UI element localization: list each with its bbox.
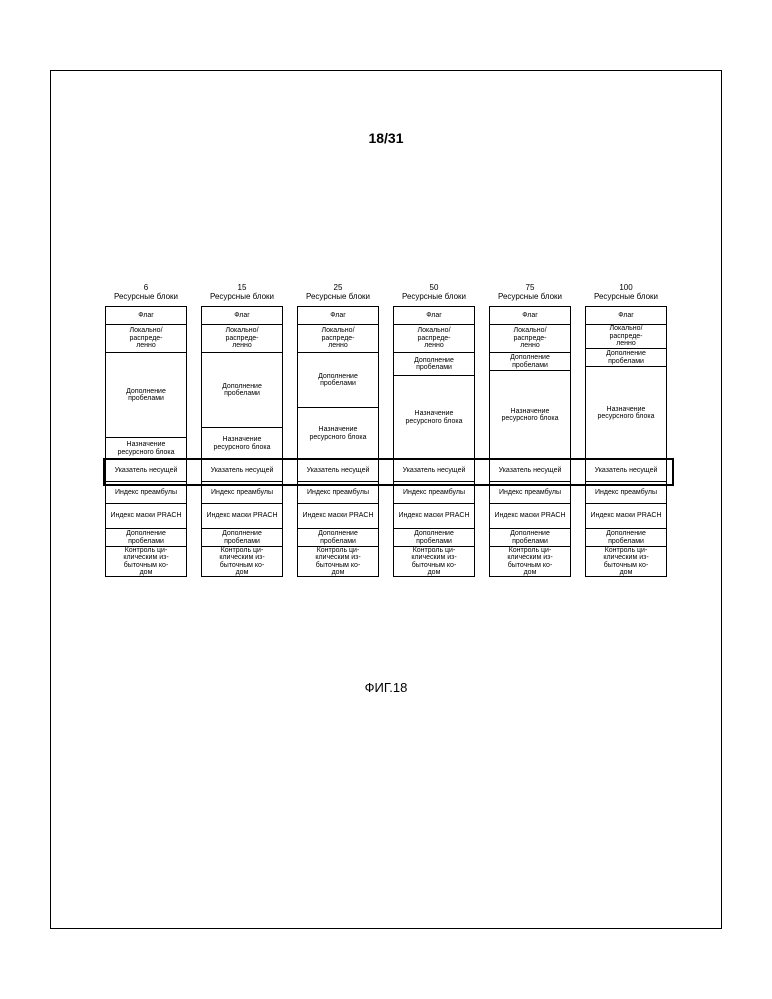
- header-text: Ресурсные блоки: [210, 293, 274, 302]
- cell-flag: Флаг: [490, 306, 570, 324]
- cell-padding2: Дополнение пробелами: [394, 528, 474, 546]
- cell-prach: Индекс маски PRACH: [298, 503, 378, 528]
- field-stack: ФлагЛокально/распреде-ленноДополнение пр…: [297, 306, 379, 577]
- cell-padding: Дополнение пробелами: [490, 352, 570, 370]
- cell-preamble: Индекс преамбулы: [298, 481, 378, 503]
- cell-rb_assign: Назначение ресурсного блока: [586, 366, 666, 459]
- header-text: Ресурсные блоки: [402, 293, 466, 302]
- cell-carrier: Указатель несущей: [202, 459, 282, 481]
- cell-local: Локально/распреде-ленно: [106, 324, 186, 352]
- cell-rb_assign: Назначение ресурсного блока: [490, 370, 570, 459]
- header-text: Ресурсные блоки: [594, 293, 658, 302]
- cell-preamble: Индекс преамбулы: [106, 481, 186, 503]
- field-stack: ФлагЛокально/распреде-ленноДополнение пр…: [393, 306, 475, 577]
- cell-preamble: Индекс преамбулы: [490, 481, 570, 503]
- column-header: 50Ресурсные блоки: [402, 280, 466, 302]
- cell-flag: Флаг: [106, 306, 186, 324]
- cell-padding: Дополнение пробелами: [106, 352, 186, 437]
- cell-padding2: Дополнение пробелами: [586, 528, 666, 546]
- cell-crc: Контроль ци-клическим из-быточным ко-дом: [394, 546, 474, 576]
- column-25: 25Ресурсные блоки ФлагЛокально/распреде-л…: [297, 280, 379, 577]
- cell-rb_assign: Назначение ресурсного блока: [394, 375, 474, 459]
- cell-local: Локально/распреде-ленно: [490, 324, 570, 352]
- cell-preamble: Индекс преамбулы: [394, 481, 474, 503]
- column-100: 100Ресурсные блоки ФлагЛокально/распреде-…: [585, 280, 667, 577]
- cell-crc: Контроль ци-клическим из-быточным ко-дом: [586, 546, 666, 576]
- cell-rb_assign: Назначение ресурсного блока: [202, 427, 282, 459]
- cell-rb_assign: Назначение ресурсного блока: [298, 407, 378, 459]
- column-6: 6Ресурсные блоки ФлагЛокально/распреде-ле…: [105, 280, 187, 577]
- cell-crc: Контроль ци-клическим из-быточным ко-дом: [298, 546, 378, 576]
- cell-carrier: Указатель несущей: [586, 459, 666, 481]
- cell-padding: Дополнение пробелами: [586, 348, 666, 366]
- cell-carrier: Указатель несущей: [490, 459, 570, 481]
- field-stack: ФлагЛокально/распреде-ленноДополнение пр…: [585, 306, 667, 577]
- cell-padding: Дополнение пробелами: [202, 352, 282, 427]
- cell-padding: Дополнение пробелами: [298, 352, 378, 407]
- cell-local: Локально/распреде-ленно: [586, 324, 666, 348]
- header-text: Ресурсные блоки: [306, 293, 370, 302]
- field-stack: ФлагЛокально/распреде-ленноДополнение пр…: [489, 306, 571, 577]
- field-stack: ФлагЛокально/распреде-ленноДополнение пр…: [201, 306, 283, 577]
- cell-flag: Флаг: [298, 306, 378, 324]
- cell-carrier: Указатель несущей: [394, 459, 474, 481]
- field-stack: ФлагЛокально/распреде-ленноДополнение пр…: [105, 306, 187, 577]
- cell-local: Локально/распреде-ленно: [202, 324, 282, 352]
- cell-prach: Индекс маски PRACH: [490, 503, 570, 528]
- column-header: 100Ресурсные блоки: [594, 280, 658, 302]
- cell-prach: Индекс маски PRACH: [394, 503, 474, 528]
- column-header: 6Ресурсные блоки: [114, 280, 178, 302]
- cell-flag: Флаг: [394, 306, 474, 324]
- column-15: 15Ресурсные блоки ФлагЛокально/распреде-л…: [201, 280, 283, 577]
- figure-label: ФИГ.18: [0, 680, 772, 695]
- cell-prach: Индекс маски PRACH: [586, 503, 666, 528]
- cell-flag: Флаг: [586, 306, 666, 324]
- cell-prach: Индекс маски PRACH: [106, 503, 186, 528]
- diagram-container: 6Ресурсные блокиФлагЛокально/распреде-ле…: [0, 280, 772, 577]
- page-number: 18/31: [0, 130, 772, 146]
- cell-crc: Контроль ци-клическим из-быточным ко-дом: [106, 546, 186, 576]
- column-header: 25Ресурсные блоки: [306, 280, 370, 302]
- column-75: 75Ресурсные блоки ФлагЛокально/распреде-л…: [489, 280, 571, 577]
- cell-crc: Контроль ци-клическим из-быточным ко-дом: [490, 546, 570, 576]
- cell-preamble: Индекс преамбулы: [586, 481, 666, 503]
- cell-rb_assign: Назначение ресурсного блока: [106, 437, 186, 459]
- cell-carrier: Указатель несущей: [106, 459, 186, 481]
- columns-wrap: 6Ресурсные блокиФлагЛокально/распреде-ле…: [105, 280, 667, 577]
- cell-padding2: Дополнение пробелами: [490, 528, 570, 546]
- cell-padding: Дополнение пробелами: [394, 352, 474, 375]
- cell-padding2: Дополнение пробелами: [202, 528, 282, 546]
- cell-local: Локально/распреде-ленно: [394, 324, 474, 352]
- cell-carrier: Указатель несущей: [298, 459, 378, 481]
- cell-padding2: Дополнение пробелами: [106, 528, 186, 546]
- column-header: 15Ресурсные блоки: [210, 280, 274, 302]
- header-text: Ресурсные блоки: [498, 293, 562, 302]
- cell-prach: Индекс маски PRACH: [202, 503, 282, 528]
- column-50: 50Ресурсные блоки ФлагЛокально/распреде-л…: [393, 280, 475, 577]
- cell-crc: Контроль ци-клическим из-быточным ко-дом: [202, 546, 282, 576]
- cell-padding2: Дополнение пробелами: [298, 528, 378, 546]
- column-header: 75Ресурсные блоки: [498, 280, 562, 302]
- cell-local: Локально/распреде-ленно: [298, 324, 378, 352]
- header-text: Ресурсные блоки: [114, 293, 178, 302]
- cell-preamble: Индекс преамбулы: [202, 481, 282, 503]
- cell-flag: Флаг: [202, 306, 282, 324]
